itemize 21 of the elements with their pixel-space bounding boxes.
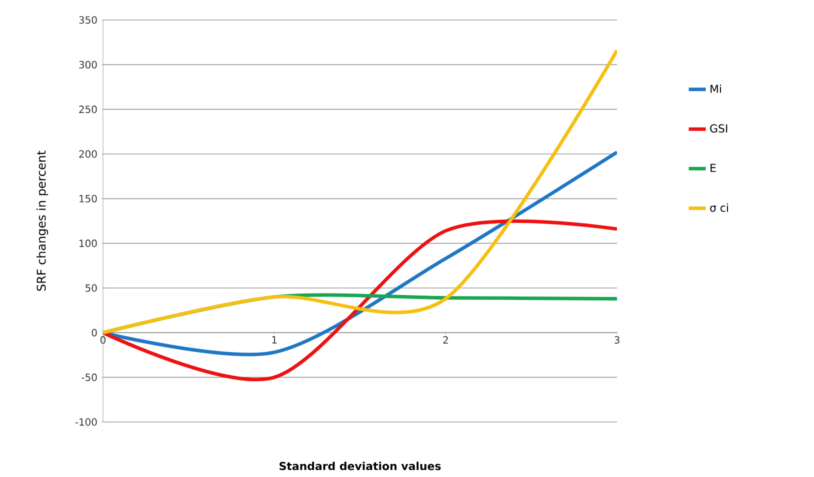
x-tick-label: 1 xyxy=(272,336,277,344)
y-tick-label: 350 xyxy=(79,16,97,24)
x-tick-label: 3 xyxy=(614,336,620,344)
x-tick-label: 0 xyxy=(100,336,106,344)
legend-label: σ ci xyxy=(710,203,728,212)
y-tick-label: 100 xyxy=(80,240,97,248)
y-tick-label: 50 xyxy=(86,284,97,292)
legend-label: E xyxy=(710,164,716,172)
y-tick-label: 250 xyxy=(79,106,97,114)
y-axis-title: SRF changes in percent xyxy=(36,150,48,291)
y-tick-label: 150 xyxy=(80,194,97,202)
y-tick-label: -50 xyxy=(82,374,97,382)
legend-label: Mi xyxy=(710,84,721,93)
y-tick-label: -100 xyxy=(75,418,97,426)
y-tick-label: 300 xyxy=(79,60,97,68)
y-tick-label: 0 xyxy=(92,328,97,336)
line-series xyxy=(103,48,618,334)
x-tick-label: 2 xyxy=(443,336,448,344)
y-tick-label: 200 xyxy=(79,150,97,158)
x-axis-title: Standard deviation values xyxy=(280,462,441,470)
legend-label: GSI xyxy=(710,124,728,133)
